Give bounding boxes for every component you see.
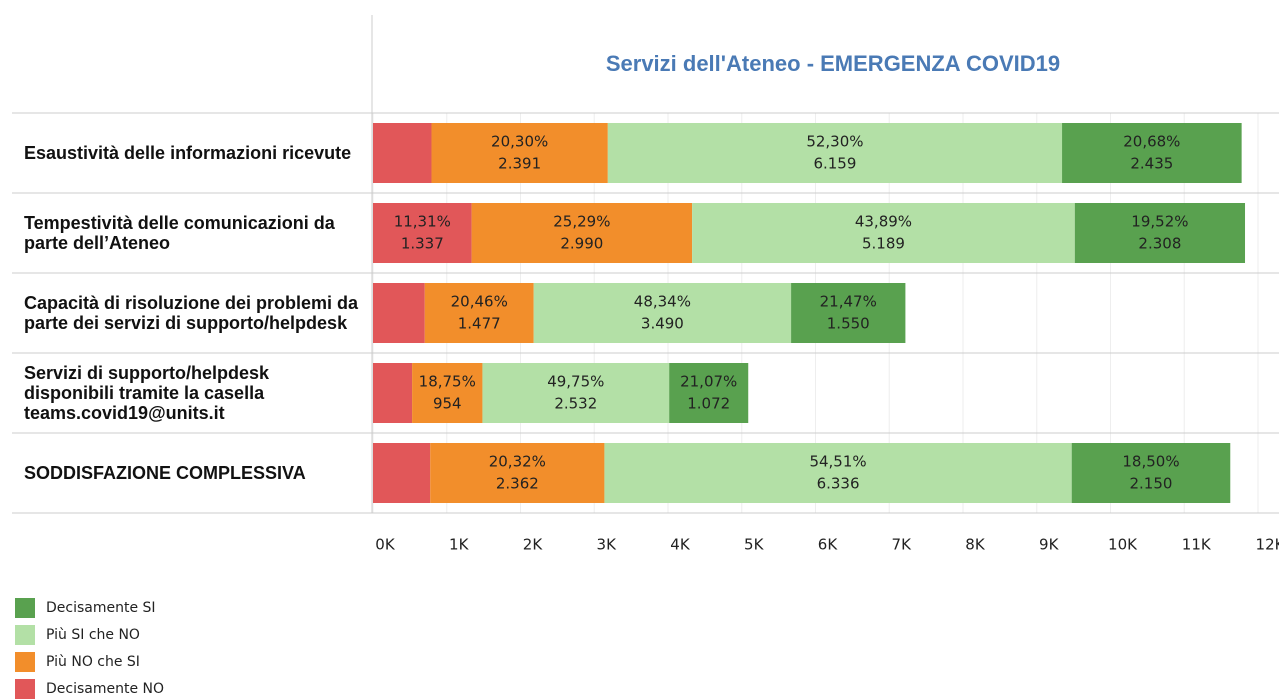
legend-swatch — [15, 625, 35, 645]
x-tick-label: 8K — [965, 536, 986, 554]
percent-label: 21,07% — [680, 373, 737, 391]
x-tick-label: 7K — [892, 536, 913, 554]
legend-label: Più SI che NO — [46, 627, 140, 643]
x-tick-label: 2K — [523, 536, 544, 554]
x-tick-label: 0K — [375, 536, 396, 554]
value-label: 1.072 — [687, 395, 730, 413]
x-tick-label: 11K — [1182, 536, 1212, 554]
bar-segment — [604, 443, 1072, 503]
value-label: 2.990 — [560, 235, 603, 253]
percent-label: 11,31% — [394, 213, 451, 231]
x-tick-label: 9K — [1039, 536, 1060, 554]
bar-segment — [1071, 443, 1231, 503]
bar-segment — [373, 363, 413, 423]
percent-label: 20,46% — [451, 293, 508, 311]
bar-segment — [692, 203, 1075, 263]
bar-segment — [669, 363, 749, 423]
bar-segment — [1074, 203, 1246, 263]
x-tick-label: 6K — [818, 536, 839, 554]
x-tick-label: 10K — [1108, 536, 1138, 554]
percent-label: 49,75% — [547, 373, 604, 391]
percent-label: 25,29% — [553, 213, 610, 231]
bar-segment — [424, 283, 534, 343]
percent-label: 18,75% — [419, 373, 476, 391]
percent-label: 48,34% — [634, 293, 691, 311]
x-tick-label: 5K — [744, 536, 765, 554]
percent-label: 52,30% — [806, 133, 863, 151]
legend-swatch — [15, 679, 35, 699]
x-tick-label: 3K — [597, 536, 618, 554]
percent-label: 19,52% — [1131, 213, 1188, 231]
value-label: 3.490 — [641, 315, 684, 333]
bar-segment — [373, 443, 431, 503]
bar-segment — [791, 283, 906, 343]
value-label: 1.337 — [401, 235, 444, 253]
value-label: 2.150 — [1130, 475, 1173, 493]
category-label: Esaustività delle informazioni ricevute — [24, 143, 352, 163]
bar-segment — [533, 283, 792, 343]
legend-label: Decisamente NO — [46, 681, 164, 697]
value-label: 6.159 — [813, 155, 856, 173]
value-label: 2.532 — [554, 395, 597, 413]
bar-segment — [373, 123, 432, 183]
percent-label: 54,51% — [809, 453, 866, 471]
bar-segment — [373, 203, 472, 263]
bar-segment — [482, 363, 670, 423]
value-label: 2.308 — [1138, 235, 1181, 253]
percent-label: 20,32% — [489, 453, 546, 471]
x-tick-label: 12K — [1256, 536, 1279, 554]
value-label: 2.362 — [496, 475, 539, 493]
bar-segment — [412, 363, 483, 423]
percent-label: 43,89% — [855, 213, 912, 231]
value-label: 2.435 — [1130, 155, 1173, 173]
chart-title: Servizi dell'Ateneo - EMERGENZA COVID19 — [606, 51, 1060, 76]
value-label: 1.550 — [827, 315, 870, 333]
legend-label: Decisamente SI — [46, 600, 156, 616]
bar-segment — [430, 443, 605, 503]
percent-label: 21,47% — [820, 293, 877, 311]
value-label: 2.391 — [498, 155, 541, 173]
legend-swatch — [15, 598, 35, 618]
category-label: Tempestività delle comunicazioni da part… — [24, 213, 335, 253]
value-label: 5.189 — [862, 235, 905, 253]
category-label: SODDISFAZIONE COMPLESSIVA — [24, 463, 306, 483]
bar-segment — [607, 123, 1063, 183]
bar-segment — [471, 203, 693, 263]
category-label: Capacità di risoluzione dei problemi da … — [24, 293, 359, 333]
value-label: 6.336 — [817, 475, 860, 493]
bar-segment — [431, 123, 608, 183]
value-label: 954 — [433, 395, 462, 413]
percent-label: 20,68% — [1123, 133, 1180, 151]
legend-label: Più NO che SI — [46, 654, 140, 670]
bar-segment — [1062, 123, 1242, 183]
percent-label: 18,50% — [1122, 453, 1179, 471]
legend-swatch — [15, 652, 35, 672]
x-tick-label: 4K — [670, 536, 691, 554]
x-tick-label: 1K — [449, 536, 470, 554]
category-label: Servizi di supporto/helpdesk disponibili… — [24, 363, 270, 423]
value-label: 1.477 — [458, 315, 501, 333]
bar-segment — [373, 283, 425, 343]
percent-label: 20,30% — [491, 133, 548, 151]
